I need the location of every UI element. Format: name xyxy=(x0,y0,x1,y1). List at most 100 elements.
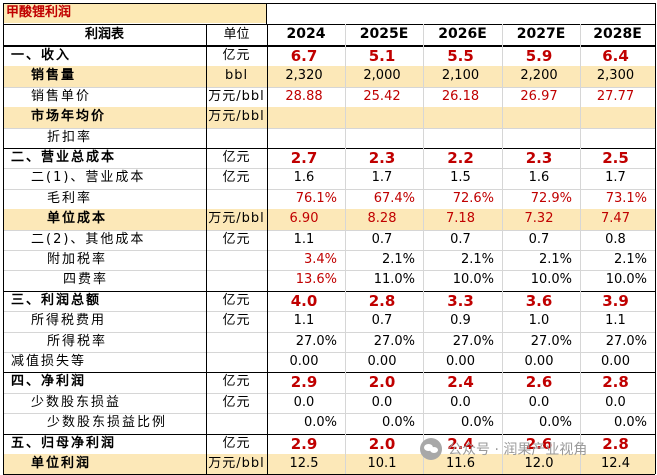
column-border xyxy=(580,24,581,475)
row-value: 27.0% xyxy=(530,333,572,349)
row-value: 27.0% xyxy=(295,333,337,349)
row-value: 0.00 xyxy=(289,354,319,369)
header-year: 2027E xyxy=(516,26,566,42)
row-value: 2.1% xyxy=(613,252,647,267)
row-value xyxy=(345,128,419,148)
row-label: 所得税费用 xyxy=(31,313,107,329)
row-value xyxy=(580,107,651,127)
row-value xyxy=(267,107,341,127)
row-highlight xyxy=(3,66,655,87)
row-value: 13.6% xyxy=(295,272,337,288)
row-value: 0.00 xyxy=(446,354,475,369)
gridline xyxy=(3,250,655,251)
header-unit: 单位 xyxy=(223,27,250,42)
row-value: 2.8 xyxy=(368,291,396,310)
row-label: 毛利率 xyxy=(47,190,93,206)
row-value xyxy=(502,107,576,127)
row-value: 0.0 xyxy=(293,394,315,410)
row-label: 市场年均价 xyxy=(31,109,107,125)
row-value: 1.1 xyxy=(293,313,315,329)
row-value: 3.9 xyxy=(602,291,629,310)
section-border xyxy=(3,372,655,374)
row-value: 72.9% xyxy=(530,190,572,206)
row-value: 8.28 xyxy=(367,211,397,227)
row-value: 3.3 xyxy=(447,291,474,310)
row-value: 0.9 xyxy=(450,313,471,329)
row-label: 销售单价 xyxy=(31,88,92,104)
row-value: 0.7 xyxy=(528,231,550,247)
row-value: 0.0% xyxy=(613,415,647,431)
row-value: 2.8 xyxy=(602,434,629,453)
header-year: 2028E xyxy=(593,26,642,42)
column-border xyxy=(502,24,503,475)
row-unit: 亿元 xyxy=(222,231,251,247)
section-border xyxy=(3,46,655,47)
row-label: 少数股东损益 xyxy=(31,394,122,410)
row-label: 二(1)、营业成本 xyxy=(31,170,146,186)
row-value: 2.8 xyxy=(602,373,629,392)
row-value: 0.0 xyxy=(450,394,471,410)
row-unit: 亿元 xyxy=(222,292,251,308)
row-unit: 亿元 xyxy=(222,394,251,410)
row-value xyxy=(423,128,498,148)
header-label: 利润表 xyxy=(84,27,124,42)
row-value: 0.7 xyxy=(450,231,471,247)
row-value: 2.3 xyxy=(368,149,396,167)
row-unit: 亿元 xyxy=(222,435,251,451)
row-unit xyxy=(206,352,267,372)
row-unit xyxy=(206,128,267,148)
row-value: 12.4 xyxy=(601,456,630,471)
border-header-bottom xyxy=(3,45,655,46)
row-value: 6.4 xyxy=(602,47,629,65)
row-unit: 亿元 xyxy=(222,150,251,165)
column-border xyxy=(423,24,424,475)
row-value: 2.9 xyxy=(290,373,318,392)
row-value: 2.6 xyxy=(525,373,553,392)
row-value: 0.0% xyxy=(381,415,415,431)
row-value: 7.47 xyxy=(601,211,630,227)
row-value: 2.5 xyxy=(602,149,629,167)
row-value: 2.9 xyxy=(290,434,318,453)
row-value: 12.5 xyxy=(289,456,319,471)
section-border xyxy=(3,290,655,292)
row-label: 四、净利润 xyxy=(11,374,87,390)
section-border xyxy=(3,148,655,149)
row-unit: 万元/bbl xyxy=(208,211,265,227)
row-label: 三、利润总额 xyxy=(11,292,102,308)
row-value: 2,320 xyxy=(285,68,323,84)
watermark: 公众号 · 润果产业视角 xyxy=(420,432,640,466)
column-border xyxy=(267,24,268,475)
column-border xyxy=(3,3,4,475)
row-value: 0.00 xyxy=(367,354,397,369)
row-unit: 亿元 xyxy=(222,48,251,63)
row-label: 所得税率 xyxy=(47,333,108,349)
gridline xyxy=(3,331,655,333)
row-value: 2.0 xyxy=(368,373,396,392)
row-unit xyxy=(206,189,267,209)
row-value: 72.6% xyxy=(452,190,494,206)
wechat-icon xyxy=(420,438,442,460)
row-value: 27.0% xyxy=(373,333,415,349)
row-label: 五、归母净利润 xyxy=(11,435,117,451)
gridline xyxy=(3,392,655,394)
gridline xyxy=(3,352,655,353)
row-value: 10.0% xyxy=(452,272,494,288)
row-value: 0.0 xyxy=(528,394,550,410)
row-value: 10.1 xyxy=(367,456,397,471)
row-label: 单位成本 xyxy=(47,211,108,227)
row-value: 2.1% xyxy=(381,252,415,267)
row-value: 73.1% xyxy=(605,190,647,206)
row-value: 2,300 xyxy=(596,68,635,84)
watermark-text: 公众号 · 润果产业视角 xyxy=(448,442,588,458)
gridline xyxy=(3,413,655,415)
row-value: 2.3 xyxy=(525,149,553,167)
row-value: 6.7 xyxy=(290,47,318,65)
gridline xyxy=(3,86,655,88)
header-year: 2026E xyxy=(438,26,487,42)
row-label: 销售量 xyxy=(31,68,77,84)
section-border xyxy=(3,433,655,435)
row-value: 2.0 xyxy=(368,434,396,453)
row-value: 2.7 xyxy=(290,149,318,167)
row-label: 二(2)、其他成本 xyxy=(31,231,146,247)
row-unit: 万元/bbl xyxy=(208,456,265,471)
